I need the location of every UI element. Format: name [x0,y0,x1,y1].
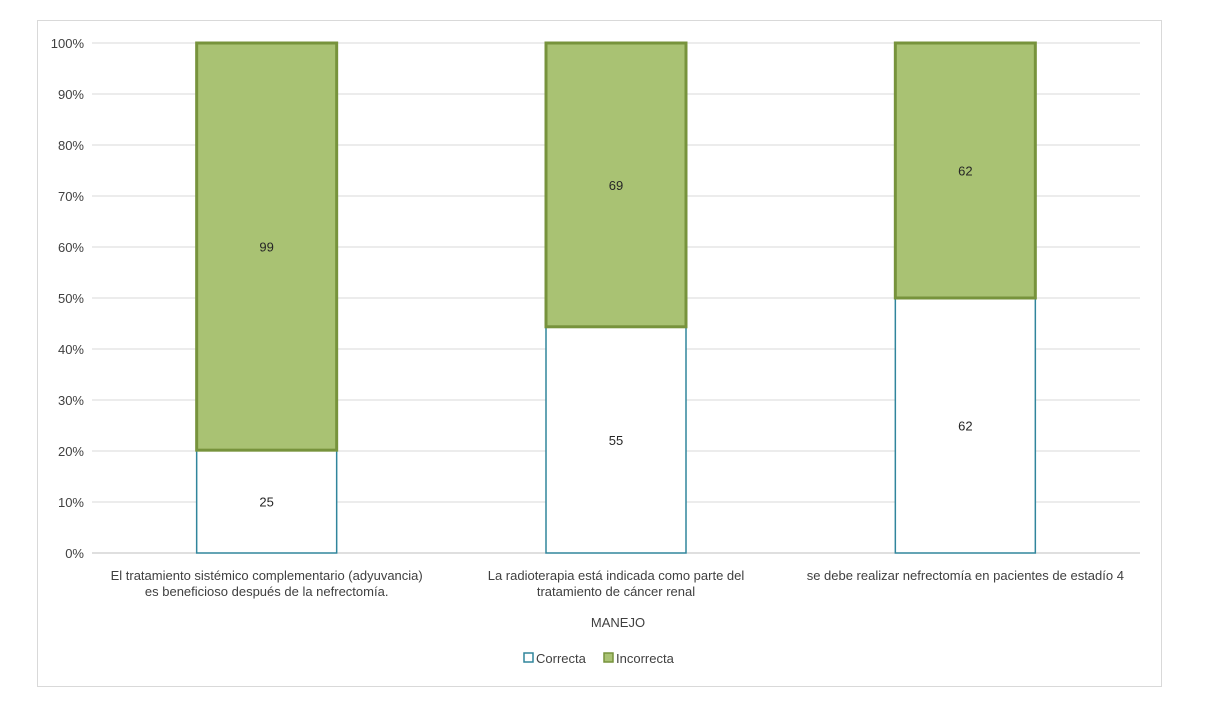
legend-label-correcta: Correcta [536,651,587,666]
y-tick-label: 30% [58,393,84,408]
data-label: 25 [259,495,273,510]
y-tick-label: 10% [58,495,84,510]
x-category-label: La radioterapia está indicada como parte… [488,568,745,583]
y-axis-ticks: 0% 10% 20% 30% 40% 50% 60% 70% 80% 90% 100% [51,36,85,561]
x-axis-categories: El tratamiento sistémico complementario … [111,568,1124,599]
bars [195,41,1037,554]
y-tick-label: 70% [58,189,84,204]
data-label: 62 [958,419,972,434]
legend: Correcta Incorrecta [523,651,675,666]
legend-swatch-incorrecta [603,652,614,663]
data-label: 69 [609,178,623,193]
y-tick-label: 100% [51,36,85,51]
data-label: 62 [958,164,972,179]
y-tick-label: 20% [58,444,84,459]
legend-label-incorrecta: Incorrecta [616,651,675,666]
x-category-label: es beneficioso después de la nefrectomía… [145,584,389,599]
data-label: 99 [259,240,273,255]
bar-segment-correcta [545,326,687,554]
data-label: 55 [609,433,623,448]
y-tick-label: 80% [58,138,84,153]
bar-segment-correcta [894,297,1037,554]
x-axis-title: MANEJO [591,615,645,630]
y-tick-label: 0% [65,546,84,561]
x-category-label: se debe realizar nefrectomía en paciente… [807,568,1124,583]
bar-segment-correcta [195,449,338,554]
bar-segment-incorrecta [195,41,339,452]
y-tick-label: 40% [58,342,84,357]
x-category-label: El tratamiento sistémico complementario … [111,568,423,583]
bar-segment-incorrecta [893,41,1037,300]
data-labels: 25 99 55 69 62 62 [259,164,972,510]
y-tick-label: 90% [58,87,84,102]
x-category-label: tratamiento de cáncer renal [537,584,695,599]
legend-swatch-correcta [523,652,534,663]
y-tick-label: 50% [58,291,84,306]
bar-segment-incorrecta [544,41,688,329]
y-tick-label: 60% [58,240,84,255]
